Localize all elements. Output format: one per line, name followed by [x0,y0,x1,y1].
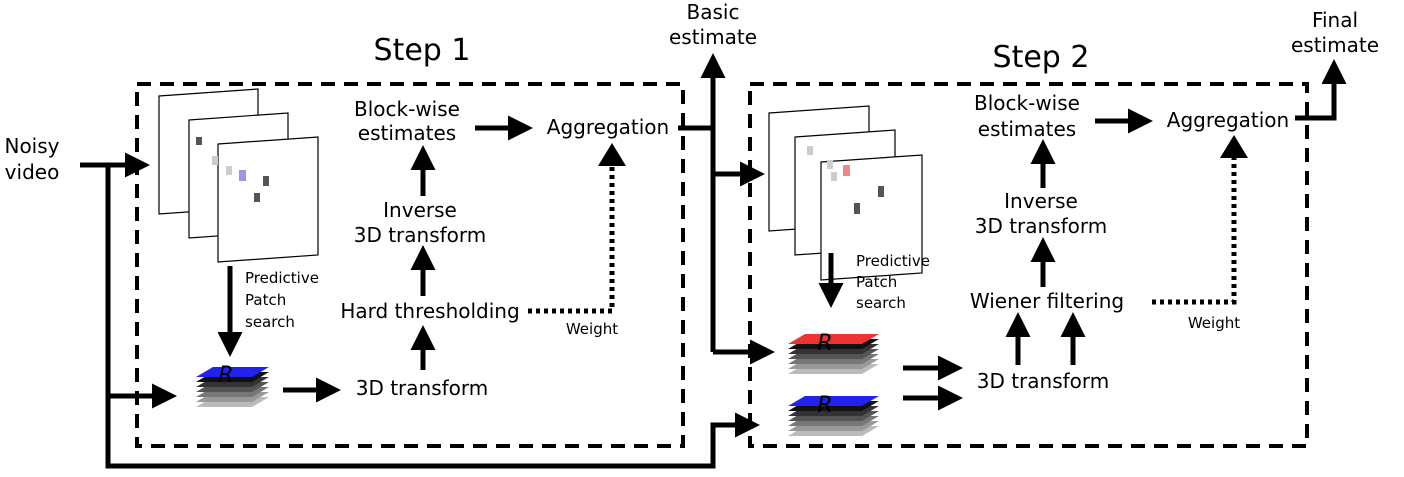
step2-weight-arrowhead [1220,135,1248,158]
step2-title: Step 2 [993,40,1090,75]
step2-video-frames [768,105,923,281]
step1-blockwise-line1: Block-wise [354,97,460,121]
step1-patch-search-line1: Predictive [245,269,319,287]
step2-red-stack-letter: R [817,331,832,356]
step1-patch-search-line2: Patch [245,291,286,309]
connectors [80,53,1347,469]
step1-patch-stack: R [196,363,269,407]
step2-patch-search-line1: Predictive [856,252,930,270]
step2-box [748,82,1309,448]
final-estimate-line2: estimate [1291,33,1379,57]
step1-video-frames [158,88,319,263]
step2-inverse-line1: Inverse [1004,189,1078,213]
input-label-line1: Noisy [4,134,59,158]
step2-aggregation: Aggregation [1167,108,1289,132]
step1-box [135,82,685,448]
step2-weight: Weight [1188,314,1240,332]
step2-patch-search-line3: search [856,294,906,312]
step1-blockwise-line2: estimates [358,121,456,145]
step1-3d-transform: 3D transform [356,376,489,400]
step1-patch-search-line3: search [245,313,295,331]
step2-blue-stack-letter: R [817,393,832,418]
step1-weight-arrowhead [598,143,626,166]
step1-arrows [217,115,533,403]
step1-hard-thresholding: Hard thresholding [340,299,519,323]
step2-weight-line [1152,156,1237,305]
step1-inverse-line2: 3D transform [354,223,487,247]
step2-3d-transform: 3D transform [977,369,1110,393]
input-label-line2: video [5,160,60,184]
step1-aggregation: Aggregation [547,115,669,139]
step2-arrows [818,108,1153,411]
step2-patch-search-line2: Patch [856,273,897,291]
step1-inverse-line1: Inverse [383,198,457,222]
final-estimate-line1: Final [1312,8,1358,32]
step1-weight-line [528,162,615,314]
step1-stack-letter: R [218,363,233,388]
step2-blockwise-line1: Block-wise [974,91,1080,115]
step2-blockwise-line2: estimates [978,117,1076,141]
basic-estimate-line1: Basic [687,0,740,24]
step1-weight: Weight [566,320,618,338]
step1-title: Step 1 [374,33,471,68]
step2-wiener-filtering: Wiener filtering [970,289,1124,313]
step2-inverse-line2: 3D transform [975,214,1108,238]
step2-red-stack: R [788,331,879,374]
basic-estimate-line2: estimate [669,25,757,49]
step2-blue-stack: R [788,393,879,436]
